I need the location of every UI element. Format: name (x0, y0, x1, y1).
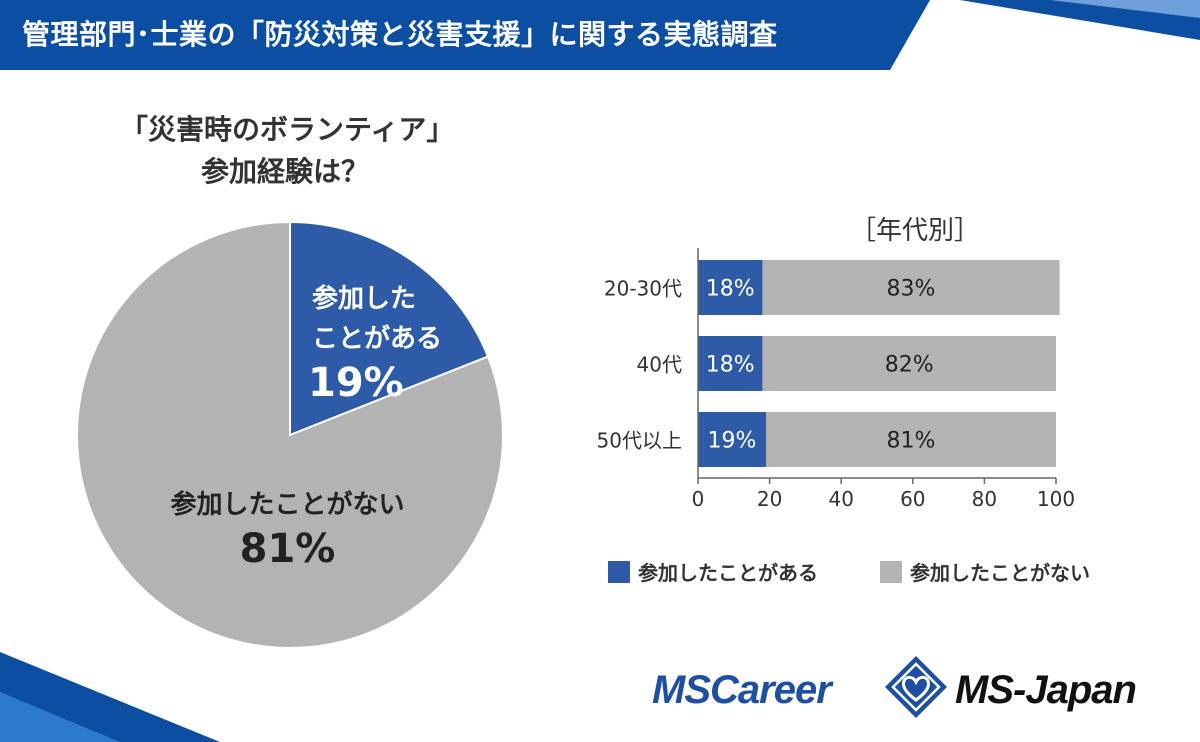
x-tick-label: 0 (692, 487, 705, 511)
msjapan-logo: MS-Japan (955, 668, 1137, 712)
data-label: 82% (885, 353, 934, 378)
x-tick-label: 60 (900, 487, 925, 511)
bar-chart: 20-30代 18% 83% 40代 18% 82% 50代以上 19% 81% 0 20 40 60 8… (597, 248, 1075, 511)
legend-item-yes: 参加したことがある (608, 557, 818, 586)
bar-segment-yes (698, 260, 763, 315)
pie-slice-label-yes-line1: 参加した (312, 284, 417, 314)
pie-slice-label-yes-line2: ことがある (312, 324, 443, 354)
legend-swatch-yes (608, 560, 630, 583)
pie-question-line1: 「災害時のボランティア」 (120, 113, 455, 146)
bar-segment-yes (698, 412, 767, 467)
x-tick-label: 40 (828, 487, 853, 511)
pie-question-line2: 参加経験は？ (200, 155, 369, 188)
bar-segment-yes (698, 336, 763, 391)
header-band (0, 0, 1200, 70)
category-label: 40代 (637, 353, 682, 377)
bar-segment-no (762, 336, 1056, 391)
category-label: 50代以上 (597, 429, 682, 453)
pie-slice-label-no: 参加したことがない (170, 490, 405, 520)
data-label: 18% (706, 353, 755, 378)
x-tick-label: 100 (1037, 487, 1075, 511)
bar-segment-no (766, 412, 1056, 467)
pie-slice-pct-yes: 19% (308, 360, 404, 406)
corner-decoration (0, 652, 220, 742)
legend-item-no: 参加したことがない (880, 557, 1090, 586)
pie-slice-no (76, 220, 504, 649)
data-label: 81% (887, 429, 936, 454)
pie-chart (76, 220, 504, 649)
pie-slice-pct-no: 81% (239, 526, 336, 572)
data-label: 18% (706, 277, 755, 302)
mscareer-logo: MSCareer (652, 668, 832, 712)
page-title: 管理部門･士業の「防災対策と災害支援」に関する実態調査 (22, 18, 778, 51)
data-label: 83% (887, 277, 936, 302)
x-tick-label: 80 (972, 487, 997, 511)
legend-label-no: 参加したことがない (910, 561, 1090, 585)
x-tick-label: 20 (757, 487, 782, 511)
legend-label-yes: 参加したことがある (638, 561, 818, 585)
data-label: 19% (708, 429, 757, 454)
pie-slice-yes (289, 220, 490, 437)
bar-chart-title: ［年代別］ (849, 216, 980, 246)
diamond-heart-logo-icon (885, 656, 947, 718)
category-label: 20-30代 (604, 277, 682, 301)
bar-segment-no (762, 260, 1060, 315)
legend-swatch-no (880, 560, 902, 583)
